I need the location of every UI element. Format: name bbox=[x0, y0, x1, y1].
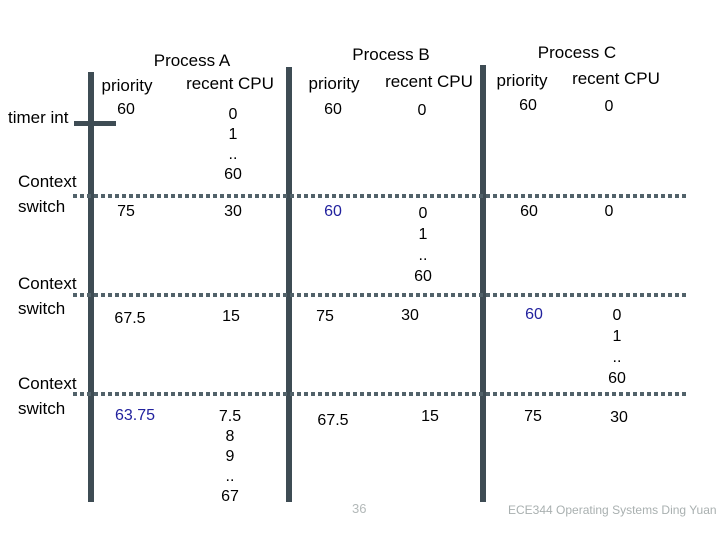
cpu-value: .. bbox=[225, 468, 235, 485]
process-b-row1-cpu: 0 bbox=[417, 102, 427, 119]
context-switch-label-2-line1: Context bbox=[18, 274, 77, 293]
process-a-title: Process A bbox=[153, 51, 231, 70]
timer-interrupt-label: timer int bbox=[8, 108, 69, 127]
process-b-row1-priority: 60 bbox=[324, 101, 342, 118]
process-c-row2-priority: 60 bbox=[520, 203, 538, 220]
process-c-recent-cpu-header: recent CPU bbox=[572, 69, 660, 88]
context-switch-label-1-line2: switch bbox=[18, 197, 66, 216]
process-a-row1-cpu-list: 0 1 .. 60 bbox=[224, 105, 242, 185]
cpu-value: 60 bbox=[414, 268, 432, 285]
cpu-value: 9 bbox=[225, 448, 235, 465]
timeline-bar-process-c bbox=[480, 65, 486, 502]
process-c-row4-priority: 75 bbox=[524, 408, 542, 425]
process-b-row2-priority-highlighted: 60 bbox=[324, 203, 342, 220]
cpu-value: 60 bbox=[224, 166, 242, 183]
cpu-value: 60 bbox=[608, 370, 626, 387]
timeline-bar-process-b bbox=[286, 67, 292, 502]
process-a-recent-cpu-header: recent CPU bbox=[186, 74, 274, 93]
process-b-row3-cpu: 30 bbox=[401, 307, 419, 324]
process-a-row3-cpu: 15 bbox=[222, 308, 240, 325]
process-b-row3-priority: 75 bbox=[316, 308, 334, 325]
process-a-row4-priority-highlighted: 63.75 bbox=[114, 407, 156, 424]
context-switch-label-1-line1: Context bbox=[18, 172, 77, 191]
process-b-priority-header: priority bbox=[308, 74, 360, 93]
timer-interrupt-line bbox=[74, 121, 116, 126]
cpu-value: 0 bbox=[418, 205, 428, 222]
process-b-row4-cpu: 15 bbox=[421, 408, 439, 425]
process-c-priority-header: priority bbox=[496, 71, 548, 90]
cpu-value: .. bbox=[612, 349, 622, 366]
cpu-value: 1 bbox=[612, 328, 622, 345]
footer-course-text: ECE344 Operating Systems Ding Yuan bbox=[508, 503, 717, 517]
context-switch-label-2-line2: switch bbox=[18, 299, 66, 318]
process-c-row1-priority: 60 bbox=[519, 97, 537, 114]
process-b-row2-cpu-list: 0 1 .. 60 bbox=[414, 203, 432, 287]
context-switch-label-3-line2: switch bbox=[18, 399, 66, 418]
context-switch-line-1 bbox=[73, 194, 688, 198]
process-a-row2-priority: 75 bbox=[117, 203, 135, 220]
cpu-value: .. bbox=[228, 146, 238, 163]
context-switch-label-3-line1: Context bbox=[18, 374, 77, 393]
process-c-title: Process C bbox=[537, 43, 617, 62]
cpu-value: 8 bbox=[225, 428, 235, 445]
process-a-row4-cpu-list: 7.5 8 9 .. 67 bbox=[219, 407, 241, 507]
context-switch-line-3 bbox=[73, 392, 688, 396]
process-a-priority-header: priority bbox=[101, 76, 153, 95]
process-c-row1-cpu: 0 bbox=[604, 98, 614, 115]
cpu-value: 1 bbox=[418, 226, 428, 243]
process-a-row2-cpu: 30 bbox=[224, 203, 242, 220]
process-b-recent-cpu-header: recent CPU bbox=[385, 72, 473, 91]
process-c-row3-cpu-list: 0 1 .. 60 bbox=[608, 305, 626, 389]
page-number: 36 bbox=[352, 501, 367, 516]
process-b-row4-priority: 67.5 bbox=[317, 412, 349, 429]
context-switch-line-2 bbox=[73, 293, 688, 297]
process-c-row2-cpu: 0 bbox=[604, 203, 614, 220]
process-c-row3-priority-highlighted: 60 bbox=[525, 306, 543, 323]
process-b-title: Process B bbox=[352, 45, 430, 64]
cpu-value: 0 bbox=[228, 106, 238, 123]
cpu-value: 67 bbox=[221, 488, 239, 505]
context-switch-label-1: Context switch bbox=[18, 169, 77, 219]
cpu-value: .. bbox=[418, 247, 428, 264]
cpu-value: 1 bbox=[228, 126, 238, 143]
process-a-row3-priority: 67.5 bbox=[114, 310, 146, 327]
cpu-value: 0 bbox=[612, 307, 622, 324]
cpu-value: 7.5 bbox=[218, 408, 242, 425]
process-c-row4-cpu: 30 bbox=[610, 409, 628, 426]
process-a-row1-priority: 60 bbox=[117, 101, 135, 118]
context-switch-label-2: Context switch bbox=[18, 271, 77, 321]
context-switch-label-3: Context switch bbox=[18, 371, 77, 421]
timeline-bar-process-a bbox=[88, 72, 94, 502]
